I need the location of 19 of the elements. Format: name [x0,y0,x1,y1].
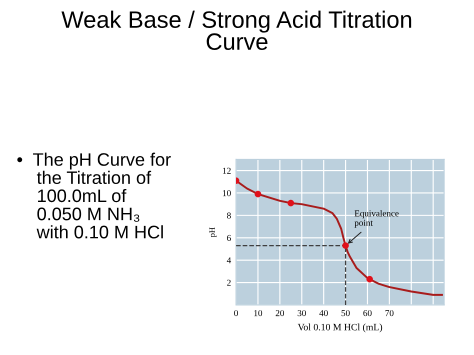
x-tick-label: 70 [385,310,394,316]
x-tick-label: 0 [234,310,238,316]
y-tick-label: 10 [222,190,231,196]
annotation: Equivalence point [354,210,399,228]
text: • The pH Curve for the Titration of 100.0mL of 0.050 M NH₃ with 0.10 M HCl [17,152,171,238]
y-axis-title: pH [209,227,217,238]
x-tick-label: 10 [254,310,262,316]
y-tick-label: 6 [227,234,231,241]
y-tick-label: 12 [222,168,231,174]
x-tick-label: 30 [298,310,306,316]
x-tick-label: 40 [319,310,328,316]
y-tick-label: 8 [227,212,231,219]
x-axis-title: Vol 0.10 M HCl (mL) [298,324,382,332]
x-tick-label: 20 [276,310,284,316]
chart-title: Weak Base / Strong Acid Titration Curve [61,10,412,50]
x-tick-label: 50 [342,310,350,316]
x-tick-label: 60 [363,310,372,316]
y-tick-label: 4 [226,257,232,264]
y-tick-label: 2 [227,280,231,286]
